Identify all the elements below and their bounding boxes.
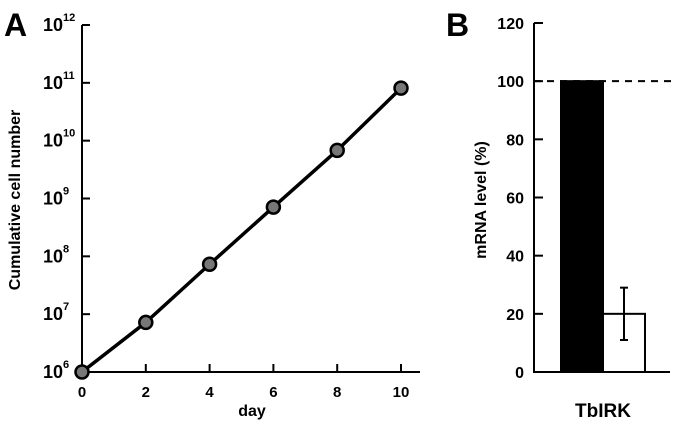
panel-b-bars bbox=[560, 80, 646, 374]
b-y-tick-label-5: 100 bbox=[497, 74, 524, 91]
x-tick-label-1: 2 bbox=[142, 384, 150, 401]
data-point-3 bbox=[265, 199, 282, 215]
series-line bbox=[80, 86, 403, 374]
b-y-tick-label-0: 0 bbox=[515, 365, 524, 382]
x-tick-label-3: 6 bbox=[269, 384, 277, 401]
y-tick-exponent-2: 8 bbox=[63, 243, 69, 255]
y-tick-exponent-6: 12 bbox=[63, 12, 75, 24]
panel-b-y-ticks: 0 20 40 60 80 100 120 bbox=[497, 16, 543, 382]
y-tick-exponent-0: 6 bbox=[63, 359, 69, 371]
data-point-4 bbox=[329, 142, 345, 159]
panel-a-series bbox=[74, 80, 409, 380]
panel-b-letter: B bbox=[446, 7, 469, 43]
y-tick-exponent-1: 7 bbox=[63, 301, 69, 313]
panel-b-y-label: mRNA level (%) bbox=[473, 141, 490, 259]
b-y-tick-label-1: 20 bbox=[506, 307, 524, 324]
panel-b-mrna-bars: B 0 20 40 60 80 100 120 TbIRK mRNA level (%) bbox=[446, 7, 672, 422]
y-tick-label-4: 10 bbox=[43, 131, 63, 151]
y-tick-exponent-4: 10 bbox=[63, 128, 75, 140]
y-tick-exponent-3: 9 bbox=[63, 186, 69, 198]
x-tick-label-4: 8 bbox=[333, 384, 341, 401]
b-y-tick-label-6: 120 bbox=[497, 16, 524, 33]
panel-a-x-label: day bbox=[238, 403, 266, 420]
data-point-1 bbox=[138, 314, 154, 331]
panel-a-letter: A bbox=[4, 7, 27, 43]
y-tick-label-3: 10 bbox=[43, 189, 63, 209]
y-tick-exponent-5: 11 bbox=[63, 70, 75, 82]
panel-b-category-label: TbIRK bbox=[575, 401, 631, 422]
y-tick-label-6: 10 bbox=[43, 15, 63, 35]
b-y-tick-label-4: 80 bbox=[506, 132, 524, 149]
data-point-5 bbox=[393, 80, 409, 96]
x-tick-label-0: 0 bbox=[78, 384, 86, 401]
x-tick-label-2: 4 bbox=[205, 384, 214, 401]
y-tick-label-2: 10 bbox=[43, 246, 63, 266]
b-y-tick-label-3: 60 bbox=[506, 191, 524, 208]
panel-a-x-ticks: 0 2 4 6 8 10 bbox=[78, 364, 410, 401]
bar-0 bbox=[560, 80, 604, 374]
y-tick-label-0: 10 bbox=[43, 362, 63, 382]
y-tick-label-1: 10 bbox=[43, 304, 63, 324]
data-point-2 bbox=[201, 256, 218, 272]
data-point-0 bbox=[74, 364, 90, 380]
b-y-tick-label-2: 40 bbox=[506, 249, 524, 266]
panel-a-y-label: Cumulative cell number bbox=[7, 110, 24, 291]
x-tick-label-5: 10 bbox=[393, 384, 410, 401]
y-tick-label-5: 10 bbox=[43, 73, 63, 93]
